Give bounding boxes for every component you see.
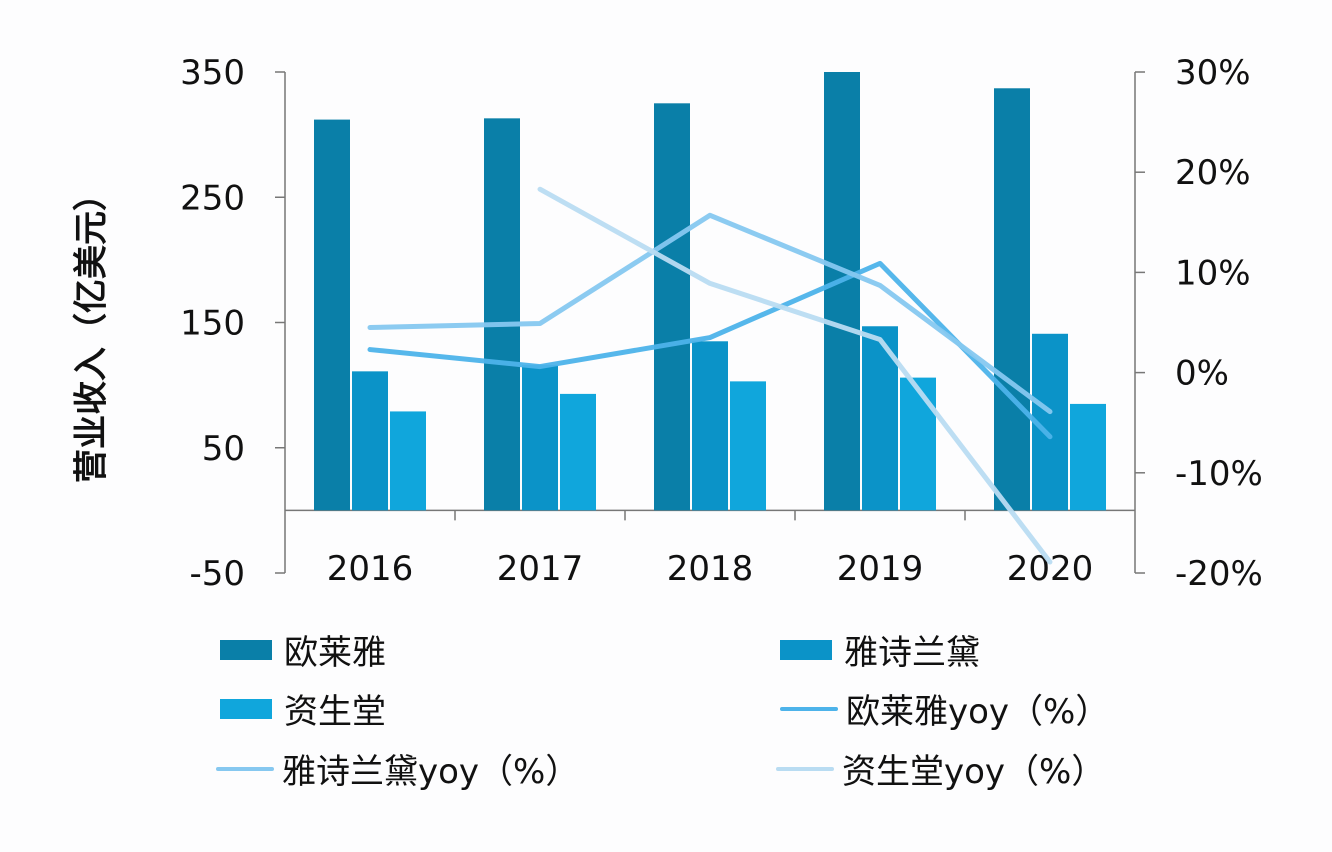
legend-label: 雅诗兰黛yoy（%） [282,752,580,792]
bar-2-2020 [1070,403,1106,511]
bar-0-2019 [824,72,860,511]
legend-swatch [220,698,272,719]
legend-label: 欧莱雅yoy（%） [846,692,1110,732]
x-tick-label: 2020 [1007,549,1094,589]
bar-2-2016 [390,411,426,511]
line-series-2 [537,186,1053,565]
y2-tick-label: 10% [1175,253,1251,293]
bar-2-2017 [560,393,596,511]
legend-item-loreal-yoy: 欧莱雅yoy（%） [780,684,1109,733]
x-tick-label: 2017 [497,549,584,589]
y-tick-label: 50 [202,429,245,469]
x-tick-label: 2019 [837,549,924,589]
y2-tick-label: 20% [1175,153,1251,193]
bar-1-2018 [692,341,728,511]
y-tick-label: 150 [180,304,245,344]
y2-tick-label: -10% [1175,454,1263,494]
x-tick-label: 2018 [667,549,754,589]
legend-item-estee: 雅诗兰黛 [780,625,980,674]
legend-swatch [220,639,272,660]
bar-0-2018 [654,103,690,511]
y2-tick-label: 0% [1175,354,1229,394]
y-tick-label: 250 [180,178,245,218]
y-tick-label: -50 [189,554,245,594]
legend-item-loreal: 欧莱雅 [220,625,386,674]
legend-item-shiseido-yoy: 资生堂yoy（%） [776,744,1105,793]
bar-0-2016 [314,119,350,511]
legend-line-swatch [776,766,834,771]
legend-item-estee-yoy: 雅诗兰黛yoy（%） [216,744,579,793]
y-tick-label: 350 [180,53,245,93]
legend-line-swatch [216,766,274,771]
legend-label: 雅诗兰黛 [844,633,980,673]
legend-swatch [780,639,832,660]
bar-1-2016 [352,371,388,511]
bar-2-2019 [900,377,936,511]
x-tick-label: 2016 [327,549,414,589]
legend-label: 资生堂 [284,692,386,732]
legend-line-swatch [780,706,838,711]
legend-item-shiseido: 资生堂 [220,684,386,733]
y2-tick-label: 30% [1175,53,1251,93]
legend-label: 欧莱雅 [284,633,386,673]
y2-tick-label: -20% [1175,554,1263,594]
bar-0-2020 [994,88,1030,511]
legend-label: 资生堂yoy（%） [842,752,1106,792]
bar-0-2017 [484,118,520,511]
bar-1-2017 [522,365,558,511]
bar-2-2018 [730,381,766,511]
